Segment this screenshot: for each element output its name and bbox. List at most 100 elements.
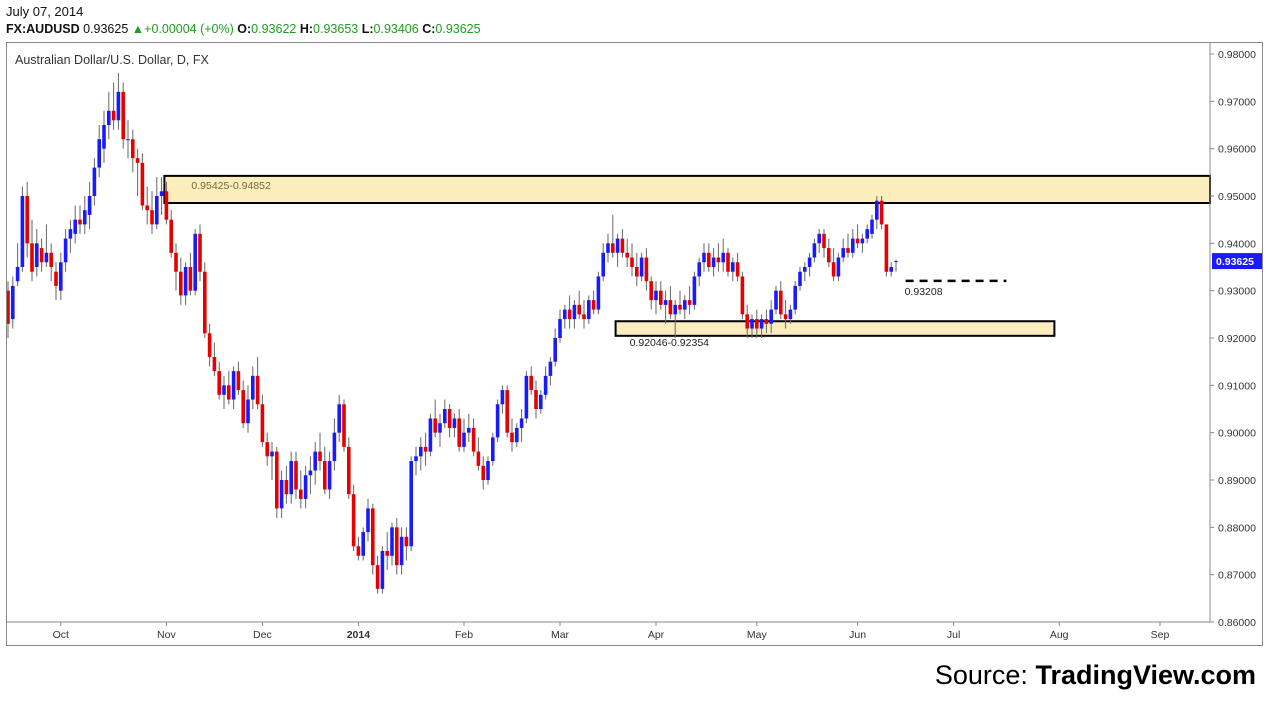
candle-body[interactable] [332, 432, 337, 462]
candle-body[interactable] [92, 167, 97, 196]
candle-body[interactable] [294, 461, 298, 490]
candle-body[interactable] [582, 314, 586, 320]
candle-body[interactable] [716, 257, 721, 263]
candle-body[interactable] [683, 300, 687, 310]
candle-body[interactable] [572, 304, 577, 320]
candle-body[interactable] [78, 219, 82, 225]
candle-body[interactable] [11, 285, 15, 320]
candle-body[interactable] [212, 356, 217, 372]
candle-body[interactable] [510, 432, 514, 443]
candle-body[interactable] [615, 238, 620, 253]
candle-body[interactable] [423, 446, 428, 452]
candle-body[interactable] [116, 91, 121, 121]
candle-body[interactable] [395, 527, 399, 566]
candle-body[interactable] [841, 248, 845, 258]
candle-body[interactable] [596, 276, 601, 310]
candle-body[interactable] [558, 319, 562, 338]
candle-body[interactable] [145, 205, 149, 211]
candle-body[interactable] [783, 314, 788, 320]
candle-body[interactable] [414, 456, 418, 462]
candle-body[interactable] [303, 475, 308, 499]
candle-body[interactable] [102, 125, 106, 149]
candle-body[interactable] [836, 257, 841, 277]
candle-body[interactable] [894, 261, 898, 263]
candle-body[interactable] [865, 229, 869, 239]
candle-body[interactable] [563, 309, 567, 320]
candle-body[interactable] [505, 390, 509, 433]
candle-body[interactable] [265, 442, 269, 457]
candle-body[interactable] [275, 451, 279, 509]
candle-body[interactable] [639, 257, 644, 277]
candle-body[interactable] [678, 304, 682, 310]
candle-body[interactable] [409, 461, 413, 547]
candle-body[interactable] [203, 271, 207, 334]
candle-body[interactable] [745, 314, 749, 329]
candle-body[interactable] [495, 404, 500, 438]
candle-body[interactable] [217, 371, 221, 395]
candle-body[interactable] [827, 248, 831, 263]
candle-body[interactable] [822, 233, 826, 249]
candle-body[interactable] [6, 290, 10, 324]
candle-body[interactable] [659, 290, 663, 305]
candle-body[interactable] [611, 243, 615, 253]
candle-body[interactable] [606, 243, 610, 253]
candle-body[interactable] [351, 494, 356, 547]
candle-body[interactable] [135, 158, 140, 163]
candle-body[interactable] [49, 252, 53, 267]
candle-body[interactable] [63, 238, 68, 263]
candle-body[interactable] [692, 276, 697, 305]
candle-body[interactable] [591, 300, 596, 310]
candle-body[interactable] [668, 300, 673, 315]
candle-body[interactable] [567, 309, 572, 320]
candle-body[interactable] [193, 233, 197, 291]
candle-body[interactable] [769, 309, 773, 324]
candle-body[interactable] [428, 418, 433, 452]
candle-body[interactable] [750, 319, 754, 329]
candle-body[interactable] [438, 423, 442, 433]
candle-body[interactable] [270, 451, 274, 457]
candle-body[interactable] [817, 233, 821, 244]
candle-body[interactable] [539, 394, 543, 409]
candle-body[interactable] [174, 252, 178, 272]
candle-body[interactable] [577, 304, 581, 315]
candle-body[interactable] [73, 219, 77, 234]
candle-body[interactable] [476, 451, 481, 466]
candle-body[interactable] [601, 252, 605, 277]
candle-body[interactable] [879, 200, 884, 225]
candle-body[interactable] [654, 290, 658, 301]
candle-body[interactable] [107, 110, 111, 125]
candle-body[interactable] [884, 224, 889, 272]
candle-body[interactable] [323, 461, 327, 490]
candle-body[interactable] [126, 139, 130, 141]
candle-body[interactable] [726, 252, 730, 272]
candle-body[interactable] [284, 480, 289, 495]
candle-body[interactable] [44, 252, 49, 263]
candle-body[interactable] [457, 418, 461, 447]
candle-body[interactable] [111, 110, 116, 121]
candle-body[interactable] [260, 404, 265, 443]
candle-body[interactable] [371, 508, 375, 566]
candle-body[interactable] [625, 252, 629, 258]
candle-body[interactable] [87, 196, 92, 215]
candle-body[interactable] [759, 319, 764, 329]
candle-body[interactable] [121, 91, 125, 140]
candle-body[interactable] [889, 267, 893, 272]
candle-body[interactable] [159, 191, 164, 196]
candle-body[interactable] [231, 371, 236, 400]
candle-body[interactable] [164, 191, 169, 220]
candle-body[interactable] [529, 375, 533, 391]
candle-body[interactable] [188, 267, 193, 291]
candle-body[interactable] [740, 276, 745, 315]
candle-body[interactable] [620, 238, 625, 253]
symbol-label[interactable]: FX:AUDUSD [6, 22, 80, 36]
candle-body[interactable] [534, 390, 538, 409]
candle-body[interactable] [447, 409, 452, 428]
candle-body[interactable] [467, 427, 471, 433]
candle-body[interactable] [543, 375, 548, 395]
candle-body[interactable] [68, 229, 73, 239]
candle-body[interactable] [366, 508, 370, 533]
candle-body[interactable] [236, 371, 241, 391]
candle-body[interactable] [131, 139, 135, 159]
candle-body[interactable] [635, 267, 639, 277]
candle-body[interactable] [697, 262, 701, 277]
